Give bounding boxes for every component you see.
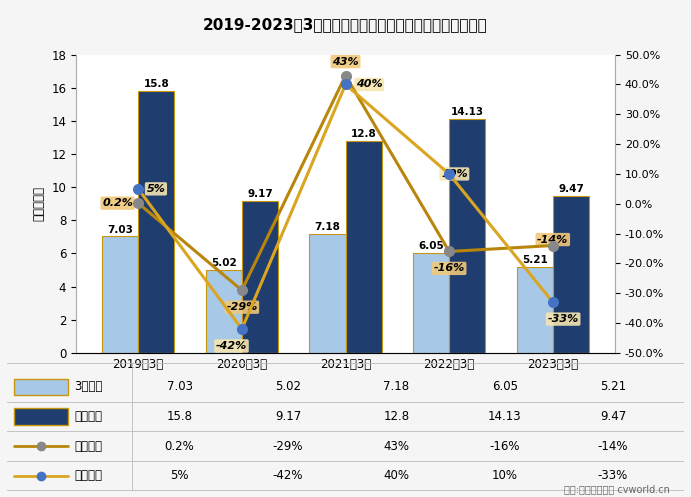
Text: 累计销量: 累计销量 xyxy=(75,410,103,423)
Bar xyxy=(449,119,485,353)
Text: 5.21: 5.21 xyxy=(522,255,547,265)
Text: 15.8: 15.8 xyxy=(167,410,193,423)
Text: 5.02: 5.02 xyxy=(275,381,301,394)
Text: 40%: 40% xyxy=(384,469,409,482)
Text: 0.2%: 0.2% xyxy=(102,198,133,208)
Text: 3月销量: 3月销量 xyxy=(75,381,103,394)
Text: 40%: 40% xyxy=(356,80,383,89)
Text: 10%: 10% xyxy=(441,169,468,179)
Text: 12.8: 12.8 xyxy=(351,129,377,139)
Text: 9.47: 9.47 xyxy=(600,410,626,423)
Y-axis label: 单位：万辆: 单位：万辆 xyxy=(32,186,46,221)
Text: 12.8: 12.8 xyxy=(384,410,409,423)
Text: 5%: 5% xyxy=(171,469,189,482)
Text: 43%: 43% xyxy=(332,57,359,67)
Text: 5.21: 5.21 xyxy=(600,381,626,394)
Text: 15.8: 15.8 xyxy=(144,80,169,89)
Bar xyxy=(553,196,589,353)
Bar xyxy=(242,201,278,353)
Text: 7.03: 7.03 xyxy=(107,225,133,235)
Text: 2019-2023年3月微型卡车销量及增幅走势（单位：万辆）: 2019-2023年3月微型卡车销量及增幅走势（单位：万辆） xyxy=(203,17,488,32)
Bar xyxy=(206,270,242,353)
Text: 6.05: 6.05 xyxy=(418,241,444,251)
Text: 9.47: 9.47 xyxy=(558,184,584,194)
Text: -14%: -14% xyxy=(598,439,628,452)
FancyBboxPatch shape xyxy=(14,379,68,395)
FancyBboxPatch shape xyxy=(14,409,68,424)
Text: -29%: -29% xyxy=(273,439,303,452)
Text: -16%: -16% xyxy=(433,263,465,273)
Text: -16%: -16% xyxy=(489,439,520,452)
Text: 制图:第一商用车网 cvworld.cn: 制图:第一商用车网 cvworld.cn xyxy=(565,485,670,495)
Text: 43%: 43% xyxy=(384,439,409,452)
Text: 5%: 5% xyxy=(146,184,165,194)
Bar xyxy=(102,237,138,353)
Bar xyxy=(309,234,346,353)
Text: -42%: -42% xyxy=(216,341,247,351)
Text: 6.05: 6.05 xyxy=(491,381,518,394)
Text: -33%: -33% xyxy=(598,469,628,482)
Bar xyxy=(413,252,449,353)
Text: 14.13: 14.13 xyxy=(488,410,522,423)
Text: 0.2%: 0.2% xyxy=(164,439,194,452)
Bar xyxy=(138,91,174,353)
Bar xyxy=(516,266,553,353)
Text: -33%: -33% xyxy=(547,314,579,324)
Text: 累计增幅: 累计增幅 xyxy=(75,469,103,482)
Text: -42%: -42% xyxy=(273,469,303,482)
Text: 5.02: 5.02 xyxy=(211,258,236,268)
Text: 9.17: 9.17 xyxy=(275,410,301,423)
Text: 10%: 10% xyxy=(491,469,518,482)
Text: 7.18: 7.18 xyxy=(314,222,340,232)
Text: 7.03: 7.03 xyxy=(167,381,193,394)
Text: 7.18: 7.18 xyxy=(384,381,409,394)
Text: 同比增幅: 同比增幅 xyxy=(75,439,103,452)
Text: 9.17: 9.17 xyxy=(247,189,273,199)
Text: -14%: -14% xyxy=(537,235,569,245)
Text: 14.13: 14.13 xyxy=(451,107,484,117)
Text: -29%: -29% xyxy=(226,302,258,312)
Bar xyxy=(346,141,381,353)
